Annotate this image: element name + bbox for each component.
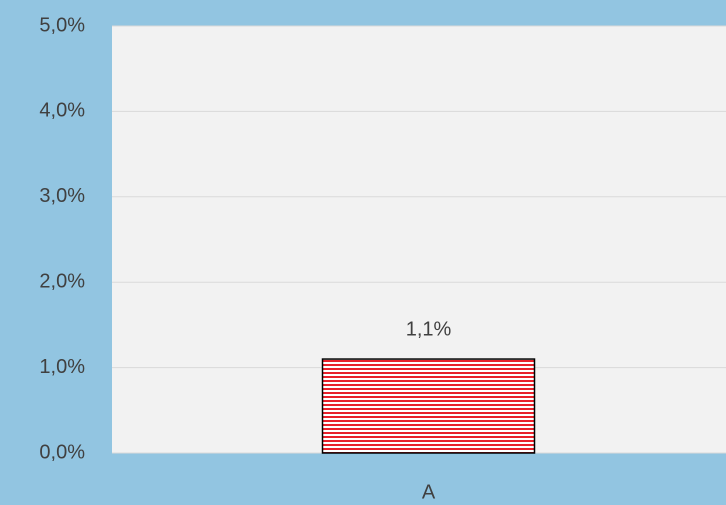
y-tick-label: 1,0%: [39, 356, 85, 378]
x-tick-label: A: [422, 481, 436, 503]
y-tick-label: 0,0%: [39, 441, 85, 463]
y-tick-label: 3,0%: [39, 185, 85, 207]
y-tick-label: 5,0%: [39, 14, 85, 36]
y-tick-label: 4,0%: [39, 100, 85, 122]
y-tick-label: 2,0%: [39, 270, 85, 292]
bar: [321, 358, 536, 454]
value-label: 1,1%: [406, 318, 452, 340]
